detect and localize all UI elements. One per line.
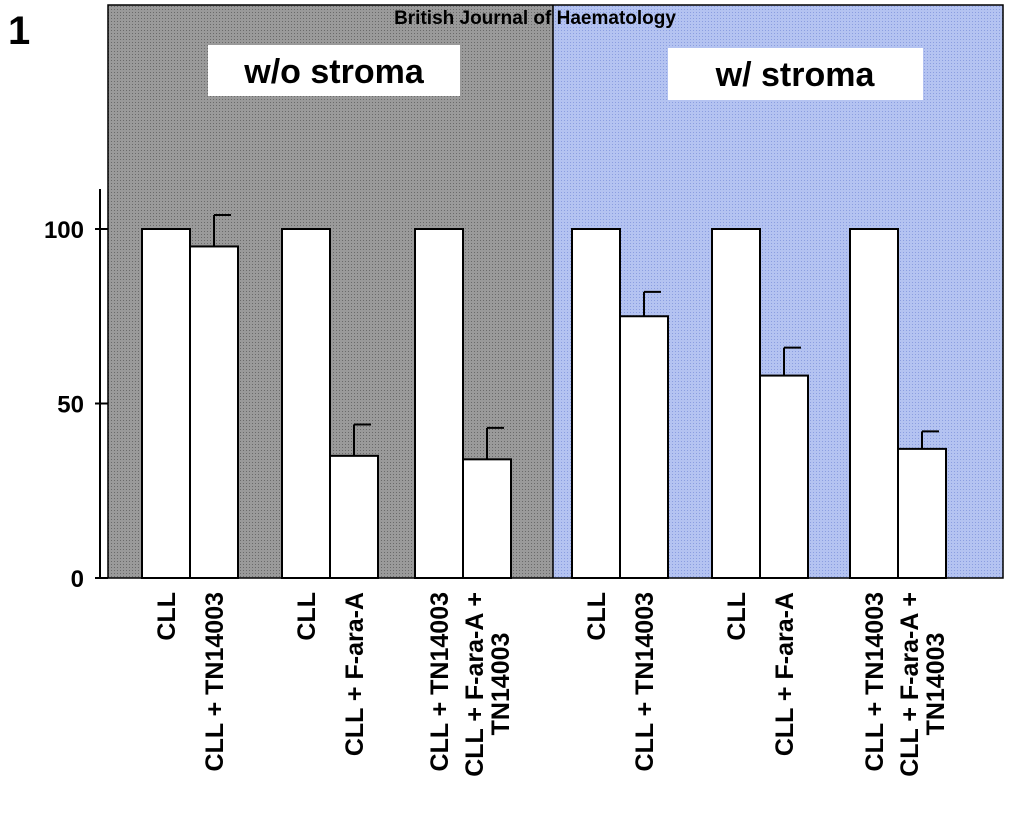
condition-label-text: w/o stroma xyxy=(243,53,425,91)
condition-label-text: w/ stroma xyxy=(715,56,876,94)
y-axis: 0 50 100 xyxy=(44,189,108,593)
x-tick-label: CLL + F-ara-A xyxy=(771,592,799,756)
x-axis-labels: CLL CLL + TN14003 CLL CLL + F-ara-A CLL + TN… xyxy=(153,592,950,777)
y-tick-label: 50 xyxy=(57,392,84,419)
bar xyxy=(329,454,379,580)
bar xyxy=(759,374,809,579)
bar xyxy=(462,458,512,579)
journal-label: British Journal of Haematology xyxy=(394,8,676,29)
bar xyxy=(711,228,761,579)
bar xyxy=(897,447,947,579)
x-tick-label: CLL + TN14003 xyxy=(201,592,229,771)
panel-label: 1 xyxy=(8,9,30,53)
x-tick-label: CLL + F-ara-A xyxy=(341,592,369,756)
x-tick-label: CLL + TN14003 xyxy=(426,592,454,771)
x-tick-label: CLL xyxy=(293,592,321,641)
bar xyxy=(849,228,899,579)
x-tick-label: CLL xyxy=(583,592,611,641)
y-tick-label: 0 xyxy=(71,566,84,593)
bar xyxy=(414,228,464,579)
condition-label-box xyxy=(668,48,923,100)
plot-frame xyxy=(107,4,1004,579)
bars xyxy=(141,214,947,580)
condition-label-with-stroma: w/ stroma xyxy=(668,48,923,100)
bar xyxy=(571,228,621,579)
bar xyxy=(619,315,669,579)
y-tick-label: 100 xyxy=(44,217,84,244)
bar xyxy=(189,245,239,579)
bar xyxy=(281,228,331,579)
x-tick-label: CLL + F-ara-A +TN14003 xyxy=(896,592,950,777)
bar xyxy=(141,228,191,579)
x-tick-label: CLL xyxy=(723,592,751,641)
x-tick-label: CLL + TN14003 xyxy=(631,592,659,771)
x-tick-label: CLL xyxy=(153,592,181,641)
x-tick-label: CLL + F-ara-A +TN14003 xyxy=(461,592,515,777)
x-tick-label: CLL + TN14003 xyxy=(861,592,889,771)
condition-label-box xyxy=(208,45,460,96)
condition-label-without-stroma: w/o stroma xyxy=(208,45,460,96)
